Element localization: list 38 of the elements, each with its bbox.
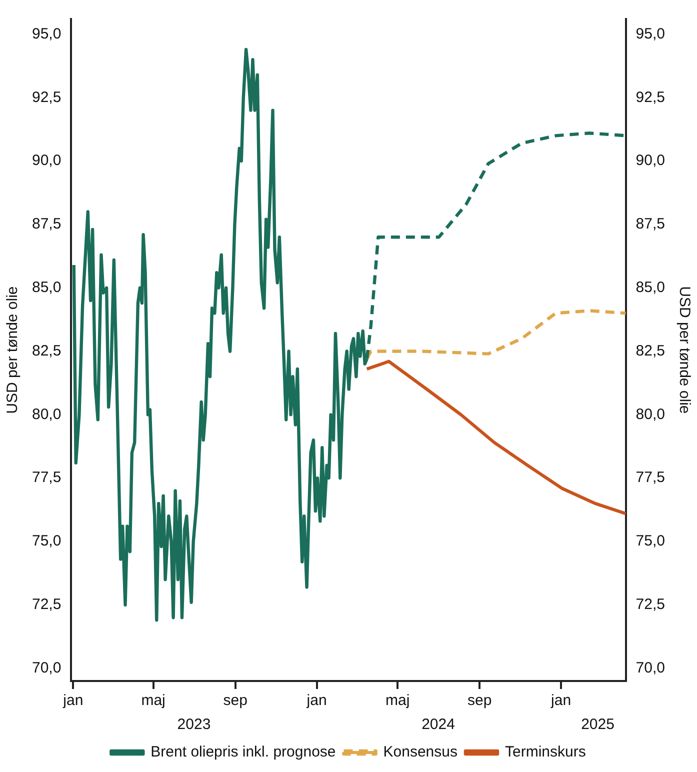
y-tick-label: 90,0	[32, 152, 62, 170]
y-tick-label: 77,5	[32, 469, 62, 486]
y2-tick-label: 75,0	[636, 532, 666, 550]
y2-tick-label: 85,0	[636, 279, 666, 296]
y2-tick-label: 95,0	[636, 25, 666, 42]
line-series	[365, 309, 626, 360]
y2-tick-label: 77,5	[636, 469, 666, 486]
x2-tick-label: 2025	[581, 716, 614, 734]
y-tick-label: 70,0	[32, 659, 62, 676]
x-tick-label: jan	[62, 692, 84, 710]
x-tick-label: maj	[141, 692, 166, 710]
y2-tick-label: 90,0	[636, 152, 666, 170]
x-tick-label: jan	[306, 692, 327, 710]
legend-label: Konsensus	[383, 744, 458, 761]
y-tick-label: 80,0	[32, 406, 62, 423]
y2-tick-label: 80,0	[636, 406, 666, 423]
y-tick-label: 72,5	[32, 596, 62, 614]
y-tick-label: 95,0	[32, 25, 62, 42]
y-tick-label: 75,0	[32, 532, 62, 550]
y-axis-title: USD per tønde olie	[4, 286, 22, 414]
x2-tick-label: 2024	[422, 716, 455, 734]
legend-label: Brent oliepris inkl. prognose	[150, 744, 336, 761]
y2-axis-title: USD per tønde olie	[676, 286, 693, 414]
y-tick-label: 87,5	[32, 216, 62, 233]
x-tick-label: sep	[468, 692, 492, 710]
x-tick-label: maj	[385, 692, 410, 710]
y2-tick-label: 87,5	[636, 216, 666, 233]
y2-tick-label: 92,5	[636, 88, 666, 106]
y2-tick-label: 82,5	[636, 342, 666, 360]
y2-tick-label: 72,5	[636, 596, 666, 614]
x2-tick-label: 2023	[177, 716, 211, 734]
y-tick-label: 92,5	[32, 88, 62, 106]
x-tick-label: sep	[223, 692, 248, 710]
x-tick-label: jan	[550, 692, 572, 710]
legend-label: Terminskurs	[504, 744, 586, 761]
y-tick-label: 85,0	[32, 279, 62, 296]
y2-tick-label: 70,0	[636, 659, 666, 676]
y-tick-label: 82,5	[32, 342, 62, 360]
